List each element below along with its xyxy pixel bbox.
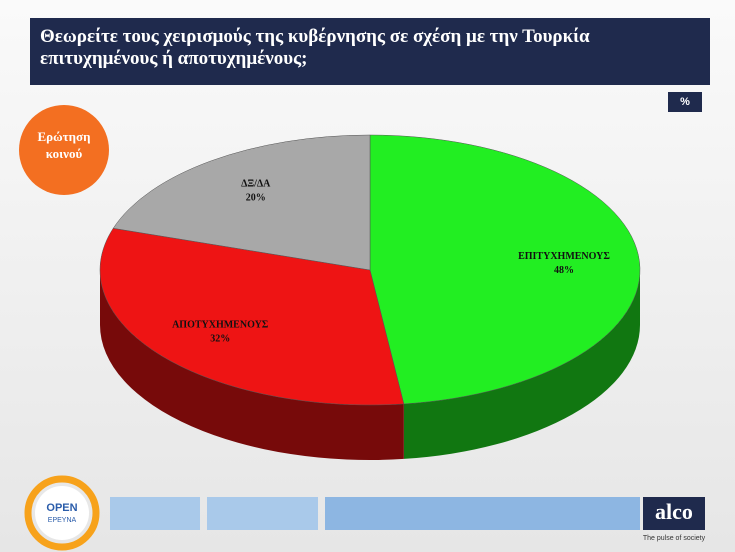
- value-label: 32%: [210, 333, 230, 344]
- slice: [112, 134, 371, 271]
- logo-bottom: ΕΡΕΥΝΑ: [48, 517, 77, 524]
- footer-bar: [110, 497, 200, 530]
- value-label: 20%: [246, 193, 266, 204]
- footer-bar: [325, 497, 640, 530]
- logo-top: OPEN: [46, 502, 77, 514]
- slice: [369, 134, 641, 405]
- slice-side: [100, 270, 404, 460]
- slice: [99, 228, 405, 406]
- badge-box: [668, 92, 702, 112]
- pie: ΕΠΙΤΥΧΗΜΕΝΟΥΣ 48% ΑΠΟΤΥΧΗΜΕΝΟΥΣ 32% ΔΞ/ΔΑ 20%: [99, 134, 641, 460]
- note: Ερώτηση κοινού: [37, 129, 91, 161]
- logo-center: [35, 486, 89, 540]
- brand-box: [643, 497, 705, 530]
- tagline: The pulse of society: [643, 535, 706, 542]
- badge: %: [680, 96, 690, 108]
- footer-bar: [207, 497, 318, 530]
- brand: alco: [655, 499, 693, 524]
- logo-ring: [24, 475, 100, 551]
- chart-title: Θεωρείτε τους χειρισμούς της κυβέρνησης …: [40, 26, 590, 69]
- slice-label: ΕΠΙΤΥΧΗΜΕΝΟΥΣ: [518, 251, 610, 262]
- note-circle: [19, 105, 109, 195]
- slice-label: ΔΞ/ΔΑ: [241, 179, 271, 190]
- title-bar: [30, 18, 710, 85]
- note-box: Ερώτηση κοινού: [37, 129, 91, 161]
- slice-label: ΑΠΟΤΥΧΗΜΕΝΟΥΣ: [172, 319, 269, 330]
- slice-side: [403, 270, 640, 459]
- value-label: 48%: [554, 265, 574, 276]
